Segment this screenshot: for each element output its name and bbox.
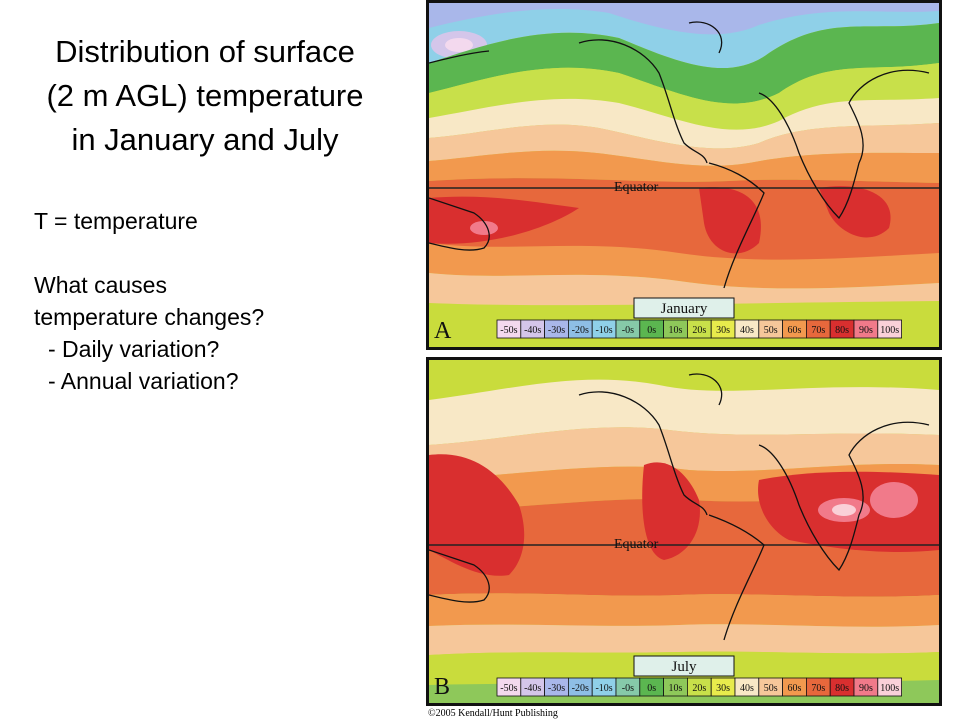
legend-label: 50s [764,325,778,336]
legend-label: 90s [859,683,873,694]
legend-label: -30s [548,325,565,336]
legend-label: 100s [880,325,899,336]
legend-label: -40s [524,683,541,694]
legend-label: 50s [764,683,778,694]
legend-label: 40s [740,683,754,694]
legend-label: -30s [548,683,565,694]
question-line-1: What causes [34,272,167,298]
legend-label: 20s [692,683,706,694]
definition-text: T = temperature [34,208,198,234]
legend-swatch [877,319,902,339]
legend-label: -50s [500,683,517,694]
legend-label: -10s [595,325,612,336]
slide-title: Distribution of surface (2 m AGL) temper… [0,30,410,162]
legend-label: 30s [716,325,730,336]
january-panel-letter: A [434,318,452,344]
january-label-box [633,297,735,319]
legend-label: 70s [811,683,825,694]
legend-label: -10s [595,683,612,694]
legend-label: -20s [572,683,589,694]
legend-label: 0s [647,683,656,694]
legend-label: 60s [788,325,802,336]
july-label-box [633,655,735,677]
title-line-2: (2 m AGL) temperature [46,78,364,113]
legend-label: 0s [647,325,656,336]
question-line-2: temperature changes? [34,304,265,330]
legend-label: 40s [740,325,754,336]
legend-label: -40s [524,325,541,336]
january-temperature-map: Equator January A -50s -40s -30s -20s -10s -0… [426,0,942,350]
january-legend: -50s -40s -30s -20s -10s -0s 0s 10s 20s 30s 40s 50s… [496,319,902,339]
title-line-1: Distribution of surface [55,34,355,69]
legend-swatch [877,677,902,697]
january-equator-label: Equator [614,180,659,195]
legend-label: 10s [669,325,683,336]
legend-label: 80s [835,683,849,694]
bullet-annual-variation: - Annual variation? [48,368,239,394]
july-map-svg: Equator July B -50s -40s -30s -20s -10s -0s 0s… [429,360,939,703]
july-equator-label: Equator [614,537,659,552]
legend-label: 60s [788,683,802,694]
legend-label: -50s [500,325,517,336]
copyright-text: ©2005 Kendall/Hunt Publishing [428,708,558,719]
bullet-daily-variation: - Daily variation? [48,336,220,362]
title-line-3: in January and July [71,122,339,157]
legend-label: -20s [572,325,589,336]
legend-label: -0s [622,325,634,336]
july-temperature-map: Equator July B -50s -40s -30s -20s -10s -0s 0s… [426,357,942,706]
slide-body: T = temperature What causes temperature … [34,205,264,397]
july-legend: -50s -40s -30s -20s -10s -0s 0s 10s 20s 30s 40s 50s… [496,677,902,697]
legend-label: 20s [692,325,706,336]
legend-label: 10s [669,683,683,694]
january-map-svg: Equator January A -50s -40s -30s -20s -10s -0… [429,3,939,347]
july-season-label: July [671,659,697,675]
legend-label: 80s [835,325,849,336]
legend-label: -0s [622,683,634,694]
legend-label: 100s [880,683,899,694]
january-season-label: January [661,301,708,317]
legend-label: 90s [859,325,873,336]
legend-label: 30s [716,683,730,694]
july-panel-letter: B [434,674,450,700]
legend-label: 70s [811,325,825,336]
